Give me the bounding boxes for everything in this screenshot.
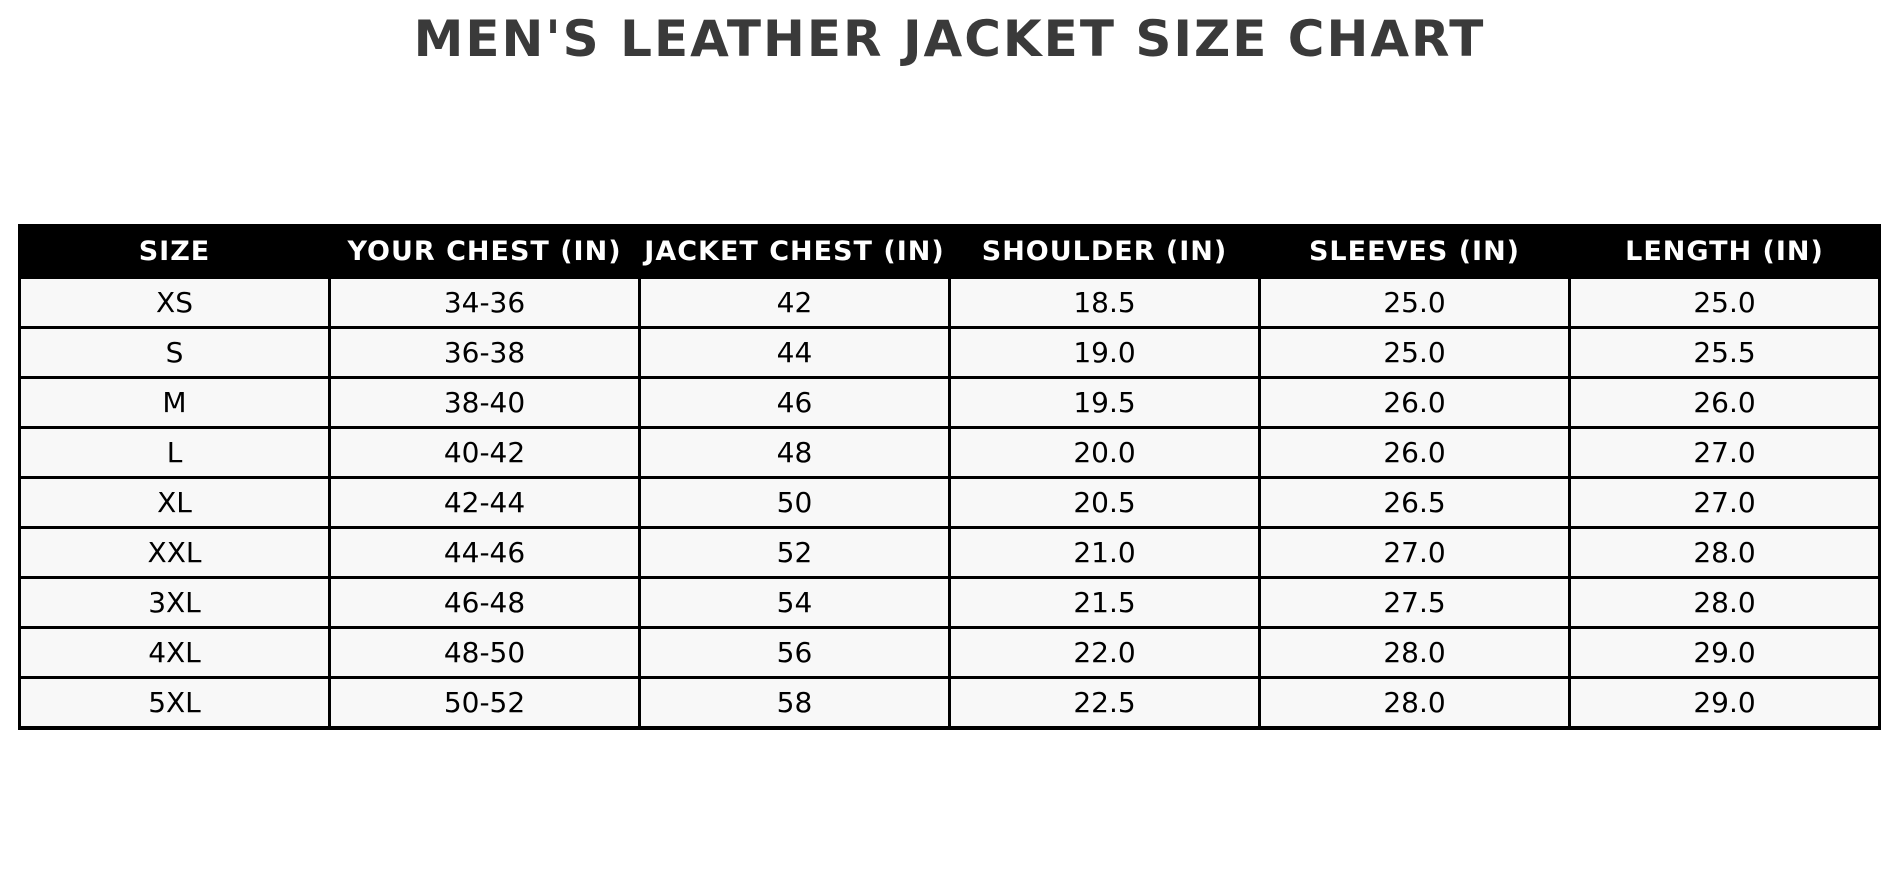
- measurement-cell: 58: [638, 676, 951, 729]
- page-title: MEN'S LEATHER JACKET SIZE CHART: [413, 10, 1486, 68]
- size-cell: S: [18, 326, 331, 379]
- measurement-cell: 27.0: [1258, 526, 1571, 579]
- column-header: SHOULDER (IN): [948, 224, 1261, 279]
- measurement-cell: 22.0: [948, 626, 1261, 679]
- measurement-cell: 27.0: [1568, 476, 1881, 529]
- column-header: SLEEVES (IN): [1258, 224, 1571, 279]
- measurement-cell: 26.0: [1568, 376, 1881, 429]
- measurement-cell: 21.5: [948, 576, 1261, 629]
- measurement-cell: 50: [638, 476, 951, 529]
- measurement-cell: 25.5: [1568, 326, 1881, 379]
- column-header: LENGTH (IN): [1568, 224, 1881, 279]
- measurement-cell: 48-50: [328, 626, 641, 679]
- table-row: XS 34-36 42 18.5 25.0 25.0: [18, 276, 1881, 329]
- table-row: M 38-40 46 19.5 26.0 26.0: [18, 376, 1881, 429]
- measurement-cell: 56: [638, 626, 951, 679]
- table-row: L 40-42 48 20.0 26.0 27.0: [18, 426, 1881, 479]
- measurement-cell: 19.5: [948, 376, 1261, 429]
- size-cell: XL: [18, 476, 331, 529]
- measurement-cell: 21.0: [948, 526, 1261, 579]
- measurement-cell: 38-40: [328, 376, 641, 429]
- measurement-cell: 27.5: [1258, 576, 1571, 629]
- measurement-cell: 40-42: [328, 426, 641, 479]
- column-header: SIZE: [18, 224, 331, 279]
- measurement-cell: 26.5: [1258, 476, 1571, 529]
- size-cell: XXL: [18, 526, 331, 579]
- measurement-cell: 28.0: [1568, 526, 1881, 579]
- measurement-cell: 52: [638, 526, 951, 579]
- size-table-body: XS 34-36 42 18.5 25.0 25.0 S 36-38 44 19.0 25.0 25.…: [18, 276, 1881, 729]
- size-cell: 3XL: [18, 576, 331, 629]
- column-header: YOUR CHEST (IN): [328, 224, 641, 279]
- table-row: XXL 44-46 52 21.0 27.0 28.0: [18, 526, 1881, 579]
- table-row: 3XL 46-48 54 21.5 27.5 28.0: [18, 576, 1881, 629]
- measurement-cell: 42-44: [328, 476, 641, 529]
- measurement-cell: 25.0: [1258, 276, 1571, 329]
- measurement-cell: 28.0: [1568, 576, 1881, 629]
- table-row: XL 42-44 50 20.5 26.5 27.0: [18, 476, 1881, 529]
- size-cell: XS: [18, 276, 331, 329]
- measurement-cell: 19.0: [948, 326, 1261, 379]
- measurement-cell: 26.0: [1258, 426, 1571, 479]
- measurement-cell: 27.0: [1568, 426, 1881, 479]
- table-row: 4XL 48-50 56 22.0 28.0 29.0: [18, 626, 1881, 679]
- measurement-cell: 25.0: [1568, 276, 1881, 329]
- column-header: JACKET CHEST (IN): [638, 224, 951, 279]
- measurement-cell: 46: [638, 376, 951, 429]
- measurement-cell: 46-48: [328, 576, 641, 629]
- measurement-cell: 44: [638, 326, 951, 379]
- measurement-cell: 42: [638, 276, 951, 329]
- measurement-cell: 22.5: [948, 676, 1261, 729]
- measurement-cell: 29.0: [1568, 676, 1881, 729]
- measurement-cell: 20.5: [948, 476, 1261, 529]
- size-cell: 5XL: [18, 676, 331, 729]
- measurement-cell: 50-52: [328, 676, 641, 729]
- size-cell: L: [18, 426, 331, 479]
- measurement-cell: 44-46: [328, 526, 641, 579]
- table-row: S 36-38 44 19.0 25.0 25.5: [18, 326, 1881, 379]
- measurement-cell: 25.0: [1258, 326, 1571, 379]
- size-table-header: SIZE YOUR CHEST (IN) JACKET CHEST (IN) SHOU…: [18, 224, 1881, 279]
- measurement-cell: 28.0: [1258, 626, 1571, 679]
- measurement-cell: 48: [638, 426, 951, 479]
- measurement-cell: 54: [638, 576, 951, 629]
- measurement-cell: 26.0: [1258, 376, 1571, 429]
- measurement-cell: 20.0: [948, 426, 1261, 479]
- size-table: SIZE YOUR CHEST (IN) JACKET CHEST (IN) SHOU…: [18, 224, 1881, 730]
- measurement-cell: 28.0: [1258, 676, 1571, 729]
- size-cell: M: [18, 376, 331, 429]
- table-row: 5XL 50-52 58 22.5 28.0 29.0: [18, 676, 1881, 729]
- measurement-cell: 34-36: [328, 276, 641, 329]
- measurement-cell: 29.0: [1568, 626, 1881, 679]
- measurement-cell: 18.5: [948, 276, 1261, 329]
- header-row: SIZE YOUR CHEST (IN) JACKET CHEST (IN) SHOU…: [18, 224, 1881, 279]
- measurement-cell: 36-38: [328, 326, 641, 379]
- size-chart-container: SIZE YOUR CHEST (IN) JACKET CHEST (IN) SHOU…: [18, 224, 1881, 730]
- size-cell: 4XL: [18, 626, 331, 679]
